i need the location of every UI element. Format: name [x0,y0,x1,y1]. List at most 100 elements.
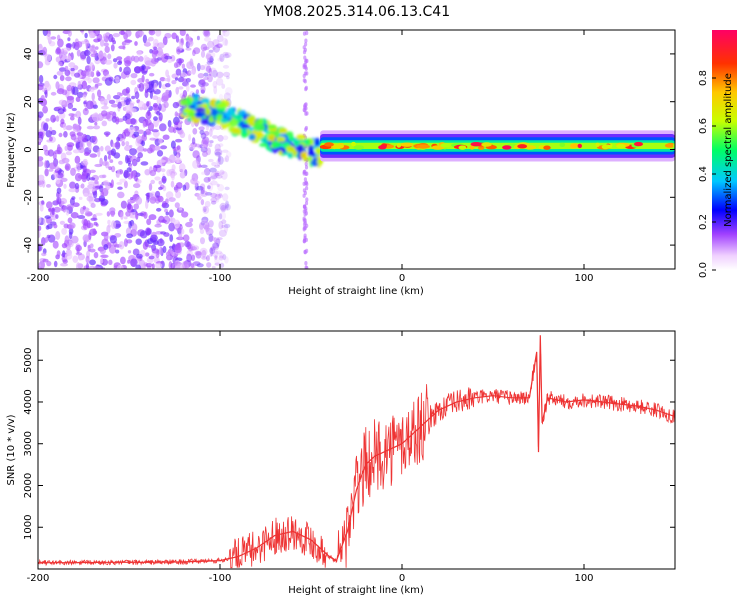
snr-y-tick-label: 1000 [23,515,34,540]
spec-cell [159,159,166,163]
spec-cell [38,111,44,118]
spec-cell [222,51,229,56]
spec-cell [156,110,161,116]
spec-cell [159,77,166,82]
spec-cell [144,252,150,257]
spec-cell [174,245,183,254]
colorbar: 0.0 0.2 0.4 0.6 0.8 Normalized spectral ampl… [698,30,737,278]
spec-cell [42,258,49,263]
spectrogram-y-tick-label: 20 [23,95,34,108]
spec-cell [202,140,209,149]
spec-cell [143,55,148,61]
spec-cell [219,213,223,220]
spec-cell [97,89,102,98]
spec-cell [161,178,167,182]
spec-cell [142,148,148,152]
spec-cell [192,150,200,159]
spec-cell [212,250,219,258]
spec-cell [87,77,92,84]
spec-cell [43,122,49,132]
spec-cell [214,193,221,200]
spec-cell [184,240,190,248]
spec-cell [82,234,90,243]
spec-cell [303,190,307,196]
spec-cell [272,142,281,148]
spec-cell [215,77,224,86]
spec-cell [89,32,96,38]
colorbar-axis: 0.0 0.2 0.4 0.6 0.8 [698,70,716,278]
spec-cell [200,132,207,140]
spectrogram-image [38,30,675,269]
spec-cell [440,143,451,148]
spec-cell [42,46,48,56]
spec-cell [90,86,98,90]
spec-cell [222,30,230,37]
spec-cell [130,197,134,200]
spec-cell [353,145,365,150]
spec-cell [220,118,229,124]
spec-cell [128,126,136,133]
spec-cell [124,113,131,120]
spec-cell [86,69,93,77]
spec-cell [131,95,136,100]
spec-cell [106,94,111,101]
spec-cell [217,193,224,199]
spec-cell [300,151,308,160]
spec-cell [85,255,90,264]
spec-cell [219,55,224,61]
spec-cell [64,65,69,71]
spec-cell [200,189,205,195]
snr-x-tick-label: 100 [574,573,593,584]
spec-cell [115,249,120,254]
spec-cell [162,201,167,208]
spec-cell [187,39,194,47]
spec-cell [214,173,221,177]
spec-cell [127,250,132,254]
spec-cell [218,143,224,147]
spec-cell [48,162,57,170]
spec-cell [219,53,225,63]
spec-cell [55,115,60,122]
spec-cell [305,171,309,176]
spec-cell [109,207,116,214]
spec-cell [132,248,140,256]
spec-cell [66,84,73,92]
spec-cell [305,197,309,202]
spec-cell [93,38,100,43]
spec-cell [117,169,121,178]
spec-cell [276,136,286,142]
spec-cell [62,47,71,52]
spec-cell [233,114,243,120]
spec-cell [112,58,118,63]
spec-cell [145,263,153,268]
spec-cell [109,183,113,189]
snr-x-tick-label: 0 [399,573,405,584]
spec-cell [213,237,217,244]
spec-cell [221,149,229,153]
spec-cell [64,145,69,151]
spec-cell [205,52,212,60]
spec-cell [115,116,120,125]
spec-cell [116,136,121,142]
spec-cell [214,143,221,152]
spec-cell [90,203,96,208]
colorbar-gradient [712,30,737,270]
spec-cell [65,125,73,131]
spec-cell [470,142,483,147]
spec-cell [178,232,183,240]
spec-cell [107,53,112,60]
spec-cell [143,211,148,219]
spec-cell [174,219,181,229]
spec-cell [190,263,195,269]
spec-cell [158,138,163,145]
spec-cell [180,72,187,77]
spec-cell [137,152,143,159]
spec-cell [172,127,177,134]
spec-cell [139,106,144,111]
spec-cell [210,52,216,58]
spec-cell [93,251,99,259]
spec-cell [217,184,225,192]
spec-cell [200,187,205,193]
spec-cell [70,72,76,77]
spec-cell [136,50,142,56]
